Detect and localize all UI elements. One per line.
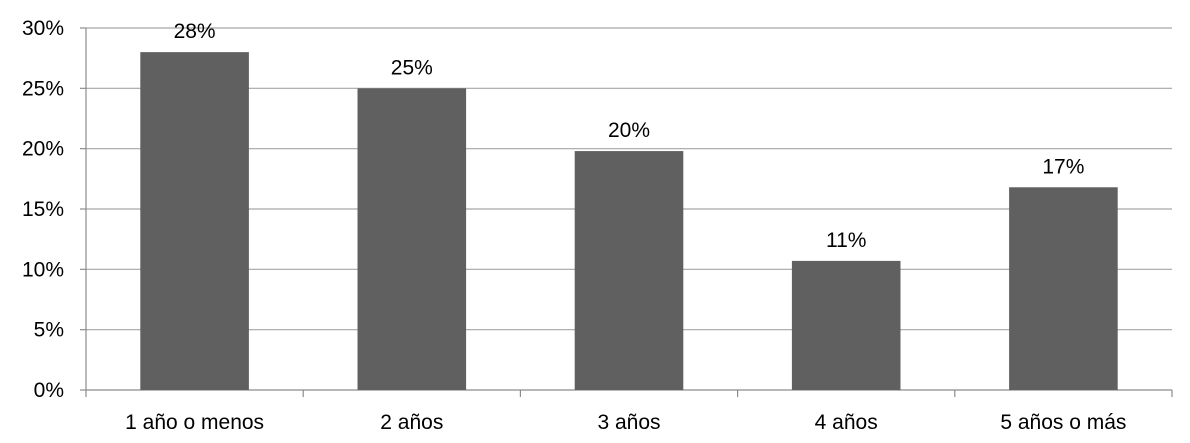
labels: 0% 5% 10% 15% 20% 25% 30% 28% 1 año o menos 25% 2 …: [22, 17, 1126, 434]
bar: [574, 151, 684, 390]
y-tick-label: 10%: [22, 258, 64, 281]
x-category-label: 1 año o menos: [125, 411, 264, 434]
y-tick-label: 25%: [22, 77, 64, 100]
bar: [791, 260, 901, 390]
y-tick-label: 30%: [22, 17, 64, 40]
x-category-label: 3 años: [597, 411, 660, 434]
bar: [140, 52, 249, 391]
bars: [140, 52, 1118, 391]
data-label: 17%: [1042, 155, 1084, 178]
y-tick-label: 20%: [22, 138, 64, 161]
y-tick-label: 0%: [34, 379, 64, 402]
x-category-label: 5 años o más: [1000, 411, 1126, 434]
data-label: 28%: [174, 20, 216, 43]
x-category-label: 4 años: [815, 411, 878, 434]
data-label: 20%: [608, 119, 650, 142]
y-tick-label: 5%: [34, 319, 64, 342]
y-tick-label: 15%: [22, 198, 64, 221]
bar: [1009, 187, 1118, 390]
bar: [357, 88, 467, 390]
x-category-label: 2 años: [380, 411, 443, 434]
data-label: 25%: [391, 56, 433, 79]
data-label: 11%: [826, 229, 866, 252]
